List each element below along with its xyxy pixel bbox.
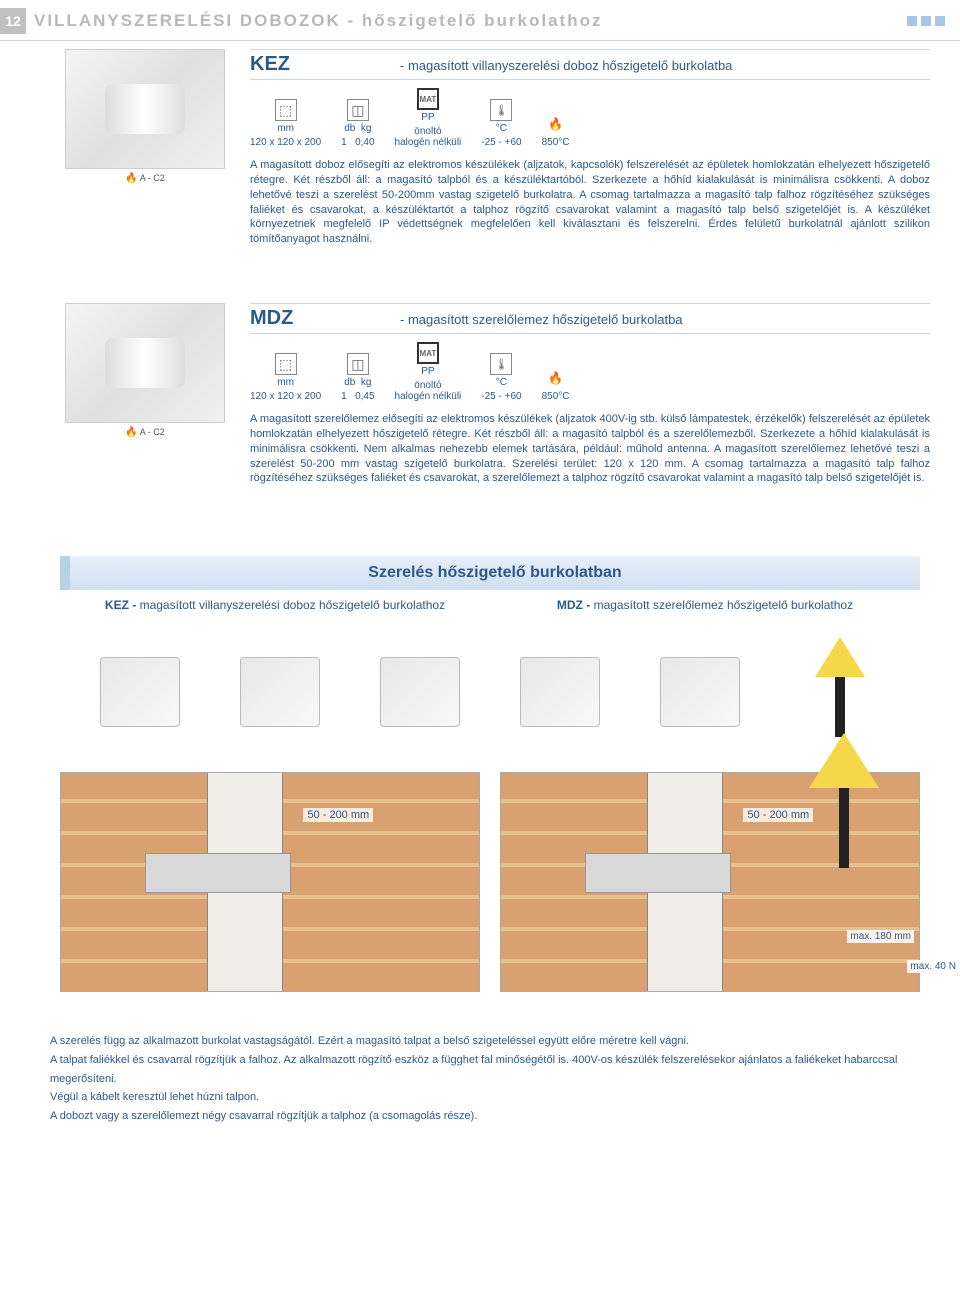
- lamp-icon: [800, 637, 880, 747]
- depth-label: 50 - 200 mm: [743, 808, 813, 822]
- wall-section-left: 50 - 200 mm: [60, 772, 480, 992]
- spec-val: -25 - +60: [481, 391, 521, 402]
- spec-head: °C: [496, 377, 507, 388]
- flame-icon: [545, 113, 567, 135]
- diagram-shape: [380, 657, 460, 727]
- product-code: KEZ: [250, 53, 400, 76]
- spec-table-kez: mm 120 x 120 x 200 db kg 1 0,40 MAT PP ö…: [250, 88, 930, 148]
- spec-val: 850°C: [542, 391, 570, 402]
- product-description: A magasított szerelőlemez elősegíti az e…: [250, 412, 930, 486]
- product-subtitle: - magasított szerelőlemez hőszigetelő bu…: [400, 312, 683, 327]
- material-icon: MAT: [417, 342, 439, 364]
- spec-val: önoltó: [414, 380, 441, 391]
- spec-val: 120 x 120 x 200: [250, 391, 321, 402]
- dimension-icon: [275, 353, 297, 375]
- product-kez: A - C2 KEZ - magasított villanyszerelési…: [0, 43, 960, 257]
- material-icon: MAT: [417, 88, 439, 110]
- product-image-kez: [65, 49, 225, 169]
- product-subtitle: - magasított villanyszerelési doboz hősz…: [400, 58, 732, 73]
- note-line: A szerelés függ az alkalmazott burkolat …: [50, 1032, 910, 1051]
- page-number: 12: [0, 8, 26, 34]
- diagram-shape: [660, 657, 740, 727]
- flame-icon: [545, 367, 567, 389]
- depth-label: 50 - 200 mm: [303, 808, 373, 822]
- dimension-icon: [275, 99, 297, 121]
- fire-rating-label: A - C2: [125, 173, 164, 184]
- header-dots: [907, 16, 960, 26]
- spec-head: mm: [277, 123, 294, 134]
- page-title: VILLANYSZERELÉSI DOBOZOK - hőszigetelő b…: [34, 11, 602, 31]
- bottom-notes: A szerelés függ az alkalmazott burkolat …: [50, 1032, 910, 1125]
- note-line: A dobozt vagy a szerelőlemezt négy csava…: [50, 1107, 910, 1126]
- installation-header: Szerelés hőszigetelő burkolatban: [60, 556, 920, 590]
- box-icon: [347, 99, 369, 121]
- divider: [0, 40, 960, 41]
- product-description: A magasított doboz elősegíti az elektrom…: [250, 158, 930, 247]
- spec-head: °C: [496, 123, 507, 134]
- wall-section-right: 50 - 200 mm max. 180 mm max. 40 N: [500, 772, 920, 992]
- spec-val: 850°C: [542, 137, 570, 148]
- note-line: A talpat faliékkel és csavarral rögzítjü…: [50, 1051, 910, 1088]
- spec-val: -25 - +60: [481, 137, 521, 148]
- product-code: MDZ: [250, 307, 400, 330]
- spec-val: halogén nélküli: [395, 137, 462, 148]
- spec-table-mdz: mm 120 x 120 x 200 db kg 1 0,45 MAT PP ö…: [250, 342, 930, 402]
- fire-rating-label: A - C2: [125, 427, 164, 438]
- spec-val: önoltó: [414, 126, 441, 137]
- max-force-label: max. 40 N: [907, 960, 959, 973]
- spec-head: PP: [421, 366, 434, 377]
- note-line: Végül a kábelt keresztül lehet húzni tal…: [50, 1088, 910, 1107]
- max-height-label: max. 180 mm: [847, 930, 914, 943]
- diagram-shape: [240, 657, 320, 727]
- installation-section: Szerelés hőszigetelő burkolatban KEZ - m…: [60, 556, 920, 992]
- install-label-kez: KEZ - magasított villanyszerelési doboz …: [60, 598, 490, 612]
- spec-head: PP: [421, 112, 434, 123]
- diagram-shape: [520, 657, 600, 727]
- diagram-row: [60, 622, 920, 762]
- temperature-icon: [490, 99, 512, 121]
- product-image-mdz: [65, 303, 225, 423]
- temperature-icon: [490, 353, 512, 375]
- product-mdz: A - C2 MDZ - magasított szerelőlemez hős…: [0, 297, 960, 496]
- install-label-mdz: MDZ - magasított szerelőlemez hőszigetel…: [490, 598, 920, 612]
- spec-head: db kg: [344, 123, 371, 134]
- spec-head: mm: [277, 377, 294, 388]
- spec-val: halogén nélküli: [395, 391, 462, 402]
- spec-val: 1 0,45: [341, 391, 374, 402]
- spec-val: 1 0,40: [341, 137, 374, 148]
- diagram-shape: [100, 657, 180, 727]
- wall-cross-sections: 50 - 200 mm 50 - 200 mm max. 180 mm max.…: [60, 772, 920, 992]
- page-header: 12 VILLANYSZERELÉSI DOBOZOK - hőszigetel…: [0, 0, 960, 38]
- spec-val: 120 x 120 x 200: [250, 137, 321, 148]
- spec-head: db kg: [344, 377, 371, 388]
- box-icon: [347, 353, 369, 375]
